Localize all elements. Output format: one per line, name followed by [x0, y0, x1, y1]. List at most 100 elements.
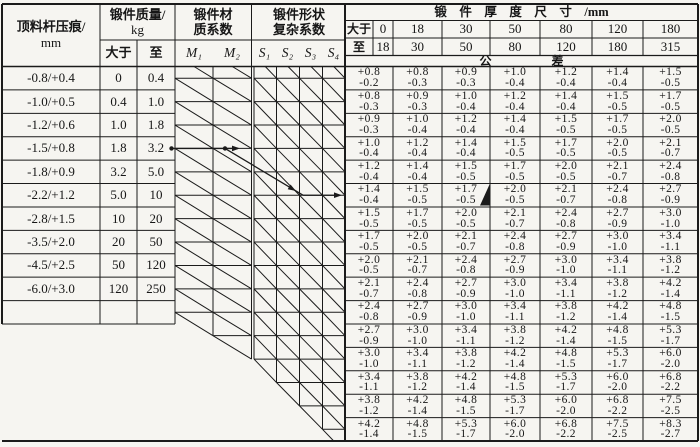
tolerance-cell: +2.4 -0.8	[540, 207, 592, 230]
tolerance-upper: +0.9	[454, 66, 478, 79]
tolerance-cell: +3.8 -1.2	[345, 394, 393, 417]
thickness-over-value: 50	[508, 21, 522, 36]
thickness-over-value: 0	[379, 21, 387, 36]
tolerance-upper: +3.0	[406, 323, 429, 336]
mass-to-value: 3.2	[147, 140, 165, 156]
thickness-over-value: 80	[559, 21, 573, 36]
tolerance-upper: +2.0	[357, 253, 381, 266]
mass-over-value: 50	[112, 257, 125, 273]
tolerance-lower: -0.8	[505, 241, 525, 254]
tolerance-lower: -1.1	[607, 264, 628, 277]
tolerance-lower: -1.1	[456, 334, 476, 347]
tolerance-lower: -1.2	[556, 311, 576, 324]
tolerance-cell: +3.0 -1.0	[643, 207, 698, 230]
tolerance-cell: +7.5 -2.5	[592, 418, 643, 441]
tolerance-upper: +4.2	[554, 323, 578, 336]
material-header: 锻件材 质系数	[175, 4, 251, 40]
tolerance-upper: +1.7	[503, 160, 527, 173]
mass-to-value: 20	[149, 210, 163, 226]
tolerance-cell: +3.0 -1.0	[442, 301, 490, 324]
tolerance-cell: +2.4 -0.8	[393, 277, 442, 300]
tolerance-cell: +4.2 -1.4	[442, 371, 490, 394]
tolerance-cell: +3.8 -1.2	[442, 347, 490, 370]
tolerance-upper: +2.0	[503, 183, 527, 196]
left-table-row: -1.8/+0.9 3.2 5.0	[2, 160, 175, 183]
tolerance-lower: -0.5	[556, 124, 576, 137]
tolerance-cell: +1.0 -0.4	[490, 67, 540, 90]
tolerance-upper: +4.2	[406, 394, 429, 407]
shape-labels: S₁ S₂ S₃ S₄	[253, 40, 345, 66]
tolerance-lower: -0.8	[556, 217, 576, 230]
mass-to-value: 50	[149, 234, 163, 250]
tolerance-upper: +3.8	[454, 347, 478, 360]
tolerance-cell: +3.4 -1.1	[442, 324, 490, 347]
tolerance-lower: -0.4	[456, 100, 476, 113]
tolerance-upper: +1.4	[503, 113, 527, 126]
tolerance-cell: +2.1 -0.7	[490, 207, 540, 230]
tolerance-upper: +3.8	[357, 394, 381, 407]
tolerance-upper: +4.8	[454, 394, 478, 407]
tolerance-lower: -0.5	[456, 194, 476, 207]
tolerance-cell: +2.1 -0.7	[345, 277, 393, 300]
tolerance-lower: -0.8	[607, 194, 628, 207]
tolerance-lower: -0.7	[556, 194, 576, 207]
tolerance-upper: +2.1	[357, 277, 381, 290]
tolerance-lower: -0.5	[456, 170, 476, 183]
mass-to-value: 10	[149, 187, 163, 203]
tolerance-upper: +3.8	[406, 370, 429, 383]
tolerance-cell: +2.1 -0.7	[442, 230, 490, 253]
tolerance-lower: -2.0	[556, 404, 576, 417]
tolerance-cell: +1.5 -0.5	[345, 207, 393, 230]
tolerance-cell: +3.4 -1.1	[393, 347, 442, 370]
tolerance-lower: -1.0	[607, 241, 628, 254]
tolerance-upper: +1.4	[406, 160, 429, 173]
tolerance-lower: -1.2	[359, 404, 379, 417]
tolerance-lower: -0.8	[660, 170, 681, 183]
tolerance-cell: +3.4 -1.1	[345, 371, 393, 394]
tolerance-lower: -1.1	[407, 358, 428, 371]
tolerance-cell: +3.0 -1.0	[393, 324, 442, 347]
thickness-to-value: 80	[508, 39, 522, 54]
tolerance-lower: -0.5	[556, 170, 576, 183]
tolerance-cell: +4.2 -1.4	[592, 301, 643, 324]
tolerance-upper: +6.8	[659, 370, 682, 383]
tolerance-cell: +3.4 -1.1	[592, 254, 643, 277]
tolerance-upper: +2.4	[357, 300, 381, 313]
tolerance-lower: -1.0	[407, 334, 428, 347]
left-table-row: -1.0/+0.5 0.4 1.0	[2, 90, 175, 113]
tolerance-lower: -0.4	[505, 100, 525, 113]
mass-over-value: 0	[115, 70, 122, 86]
left-table-row: -6.0/+3.0 120 250	[2, 277, 175, 300]
tolerance-cell: +1.5 -0.5	[442, 160, 490, 183]
tolerance-lower: -2.5	[660, 404, 681, 417]
indentation-value: -1.8/+0.9	[27, 163, 75, 179]
tolerance-lower: -0.8	[407, 287, 428, 300]
tolerance-lower: -0.5	[505, 147, 525, 160]
tolerance-lower: -0.5	[407, 241, 428, 254]
tolerance-lower: -0.4	[556, 77, 576, 90]
tolerance-lower: -0.8	[456, 264, 476, 277]
tolerance-cell: +4.2 -1.4	[540, 324, 592, 347]
tolerance-lower: -0.2	[359, 77, 379, 90]
tolerance-lower: -0.3	[359, 100, 379, 113]
left-table-row: -2.8/+1.5 10 20	[2, 207, 175, 230]
tolerance-cell: +1.4 -0.4	[592, 67, 643, 90]
indentation-value: -2.8/+1.5	[27, 210, 75, 226]
tolerance-lower: -0.5	[359, 264, 379, 277]
indentation-value: -3.5/+2.0	[27, 234, 75, 250]
tolerance-cell: +2.1 -0.7	[592, 160, 643, 183]
tolerance-cell: +1.7 -0.5	[592, 113, 643, 136]
thickness-over-label: 大于	[346, 21, 371, 36]
tolerance-cell: +2.0 -0.5	[643, 113, 698, 136]
mass-over-value: 20	[112, 234, 125, 250]
tolerance-lower: -0.9	[607, 217, 628, 230]
material-header-line1: 锻件材	[193, 7, 233, 22]
tolerance-upper: +6.0	[554, 394, 578, 407]
indentation-value: -1.2/+0.6	[27, 117, 75, 133]
tolerance-lower: -1.4	[456, 381, 476, 394]
tolerance-upper: +2.4	[606, 183, 629, 196]
indentation-header: 顶料杆压痕/ mm	[2, 4, 100, 66]
thickness-to-value: 315	[660, 39, 681, 54]
tolerance-upper: +2.0	[406, 230, 429, 243]
tolerance-lower: -0.4	[407, 124, 428, 137]
